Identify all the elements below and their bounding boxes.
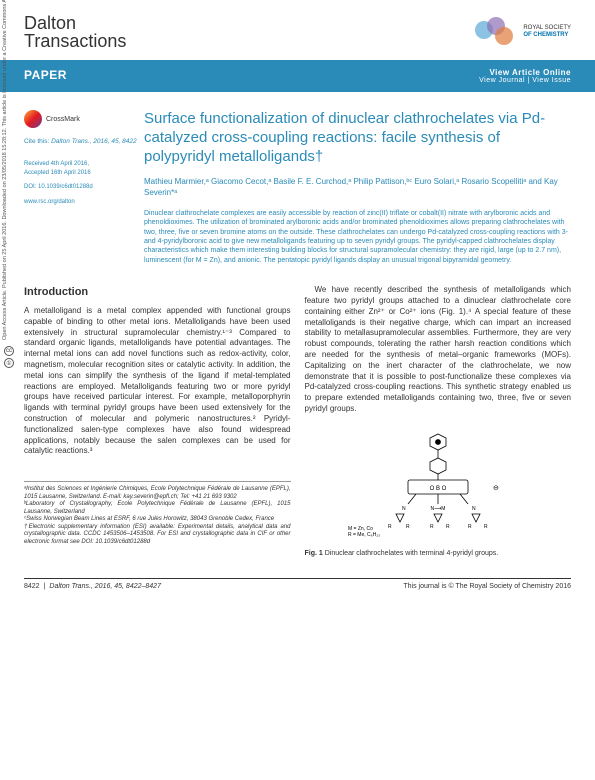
body-columns: Introduction A metalloligand is a metal … <box>0 279 595 564</box>
page-footer: 8422 | Dalton Trans., 2016, 45, 8422–842… <box>24 578 571 590</box>
article-type-label: PAPER <box>24 68 67 84</box>
figure-1: O B O N N⟶M N R R R <box>305 425 572 558</box>
crossmark-icon <box>24 110 42 128</box>
open-access-sidebar: Open Access Article. Published on 25 Apr… <box>2 0 8 340</box>
abstract: Dinuclear clathrochelate complexes are e… <box>144 209 571 266</box>
svg-text:⊖: ⊖ <box>493 485 499 492</box>
svg-text:R: R <box>406 524 410 530</box>
page-number: 8422 <box>24 583 40 590</box>
publisher-line2: OF CHEMISTRY <box>523 32 571 39</box>
svg-text:R: R <box>484 524 488 530</box>
svg-text:R: R <box>430 524 434 530</box>
article-title: Surface functionalization of dinuclear c… <box>144 110 571 166</box>
by-icon: ① <box>4 358 14 368</box>
citation-box: Cite this: Dalton Trans., 2016, 45, 8422 <box>24 138 144 146</box>
svg-text:N: N <box>472 506 476 512</box>
svg-text:R: R <box>388 524 392 530</box>
left-column: Introduction A metalloligand is a metal … <box>24 285 291 558</box>
intro-paragraph-1: A metalloligand is a metal complex appen… <box>24 306 291 457</box>
chem-structure-svg: O B O N N⟶M N R R R <box>338 430 538 540</box>
accepted-date: Accepted 16th April 2016 <box>24 169 144 177</box>
figure-caption: Dinuclear clathrochelates with terminal … <box>325 550 499 557</box>
footer-citation: Dalton Trans., 2016, 45, 8422–8427 <box>49 583 161 590</box>
view-online-link[interactable]: View Article Online <box>479 68 571 77</box>
publisher-line1: ROYAL SOCIETY <box>523 25 571 32</box>
svg-text:O B O: O B O <box>429 486 446 492</box>
oa-icons: cc ① <box>4 346 14 368</box>
publisher-logo: ROYAL SOCIETY OF CHEMISTRY <box>475 17 571 47</box>
right-column: We have recently described the synthesis… <box>305 285 572 558</box>
journal-name: Dalton Transactions <box>24 14 126 50</box>
author-list: Mathieu Marmier,ᵃ Giacomo Cecot,ᵃ Basile… <box>144 176 571 198</box>
doi: DOI: 10.1039/c6dt01288d <box>24 183 144 191</box>
svg-text:M = Zn, Co: M = Zn, Co <box>348 526 373 532</box>
masthead: Dalton Transactions ROYAL SOCIETY OF CHE… <box>0 0 595 60</box>
svg-text:R: R <box>446 524 450 530</box>
svg-text:N: N <box>402 506 406 512</box>
received-date: Received 4th April 2016, <box>24 160 144 168</box>
view-issue-link[interactable]: View Journal | View Issue <box>479 77 571 84</box>
intro-paragraph-2: We have recently described the synthesis… <box>305 285 572 415</box>
crossmark-badge[interactable]: CrossMark <box>24 110 144 128</box>
cc-icon: cc <box>4 346 14 356</box>
svg-text:N⟶M: N⟶M <box>430 506 445 512</box>
article-header: CrossMark Cite this: Dalton Trans., 2016… <box>0 92 595 279</box>
journal-url[interactable]: www.rsc.org/dalton <box>24 198 144 206</box>
figure-label: Fig. 1 <box>305 550 323 557</box>
affiliations-footnotes: ᵃInstitut des Sciences et Ingénierie Chi… <box>24 481 291 546</box>
crossmark-label: CrossMark <box>46 116 80 123</box>
svg-text:R = Me, C₆H₁₃: R = Me, C₆H₁₃ <box>348 532 380 538</box>
section-heading-introduction: Introduction <box>24 285 291 300</box>
article-type-band: PAPER View Article Online View Journal |… <box>0 60 595 92</box>
copyright: This journal is © The Royal Society of C… <box>403 583 571 590</box>
svg-text:R: R <box>468 524 472 530</box>
